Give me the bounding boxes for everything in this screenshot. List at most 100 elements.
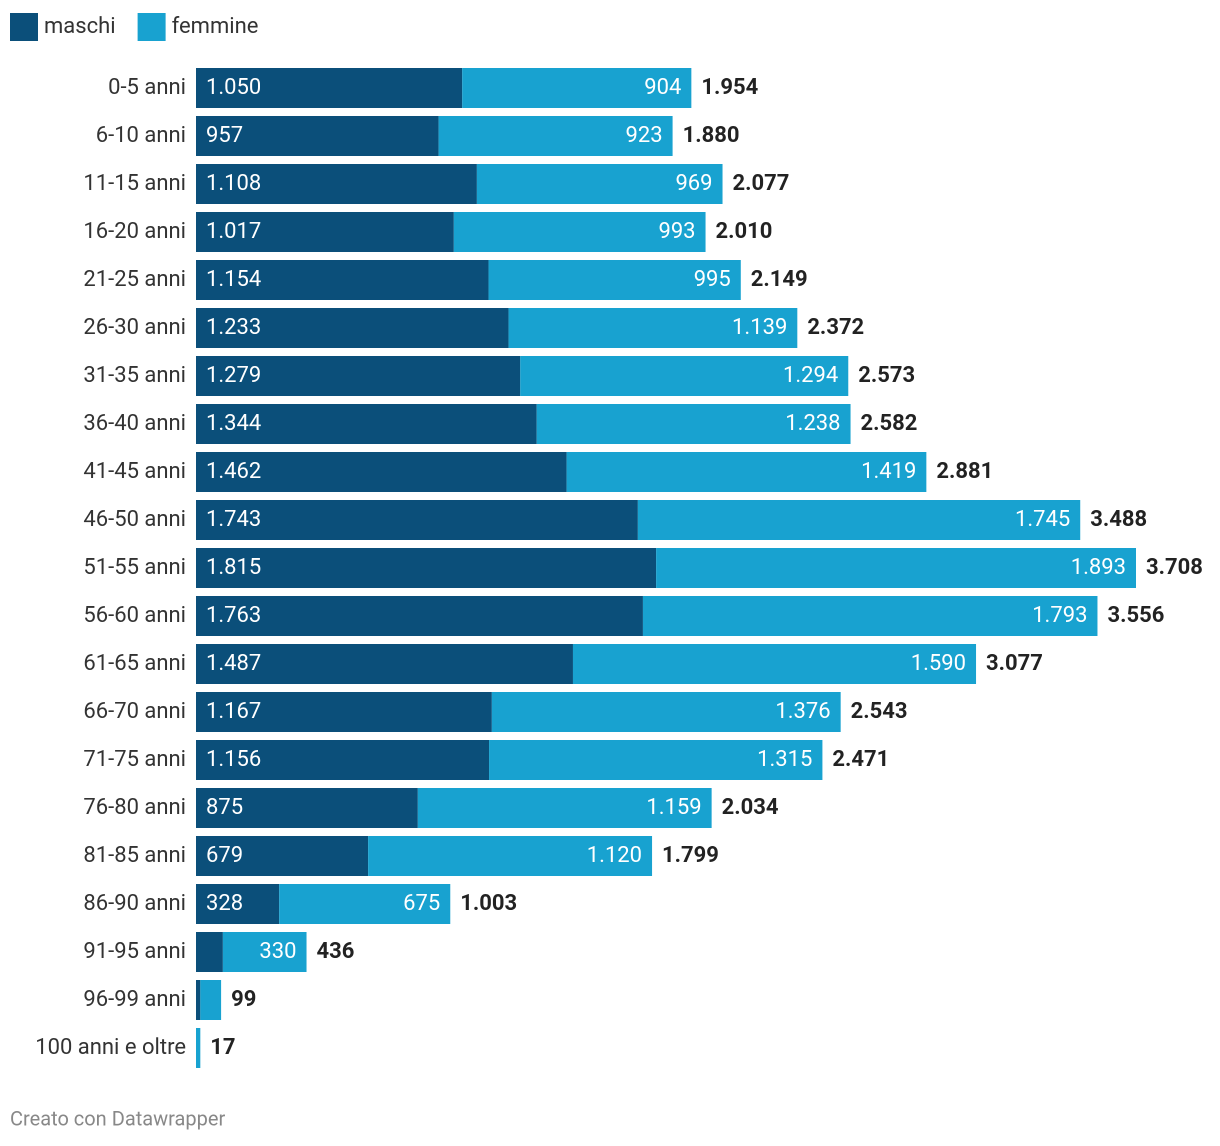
value-label: 1.763 — [206, 603, 261, 628]
legend-swatch — [10, 13, 38, 41]
value-label: 1.159 — [646, 795, 701, 820]
total-label: 2.881 — [936, 459, 993, 484]
value-label: 1.120 — [587, 843, 642, 868]
total-label: 2.010 — [716, 219, 773, 244]
value-label: 923 — [625, 123, 662, 148]
value-label: 1.233 — [206, 315, 261, 340]
bar-segment — [656, 548, 1136, 588]
bar-segment — [491, 692, 841, 732]
y-tick-label: 6-10 anni — [96, 123, 186, 148]
total-label: 3.077 — [986, 651, 1043, 676]
bar-segment — [200, 980, 222, 1020]
bar-segment — [196, 836, 369, 876]
value-label: 1.108 — [206, 171, 261, 196]
y-tick-label: 76-80 anni — [83, 795, 186, 820]
bar-segment — [196, 1028, 201, 1068]
bar-segment — [196, 404, 537, 444]
value-label: 330 — [259, 939, 296, 964]
value-label: 1.487 — [206, 651, 261, 676]
bar-segment — [488, 260, 741, 300]
bar-segment — [368, 836, 653, 876]
value-label: 1.294 — [783, 363, 838, 388]
y-tick-label: 0-5 anni — [108, 75, 186, 100]
legend-label: maschi — [44, 14, 116, 39]
value-label: 1.279 — [206, 363, 261, 388]
total-label: 99 — [231, 987, 256, 1012]
y-tick-label: 41-45 anni — [83, 459, 186, 484]
bar-segment — [196, 596, 643, 636]
legend-swatch — [137, 13, 166, 41]
bar-segment — [536, 404, 851, 444]
total-label: 1.954 — [701, 75, 758, 100]
bar-segment — [196, 308, 509, 348]
bar-segment — [566, 452, 927, 492]
bar-segment — [462, 68, 692, 108]
y-tick-label: 16-20 anni — [83, 219, 186, 244]
value-label: 1.590 — [911, 651, 966, 676]
bar-segment — [196, 116, 439, 156]
total-label: 17 — [210, 1035, 235, 1060]
value-label: 679 — [206, 843, 243, 868]
bar-segment — [196, 260, 489, 300]
bar-segment — [196, 980, 201, 1020]
bar-segment — [196, 788, 418, 828]
total-label: 1.799 — [662, 843, 719, 868]
value-label: 1.419 — [861, 459, 916, 484]
y-tick-label: 66-70 anni — [83, 699, 186, 724]
y-tick-label: 96-99 anni — [83, 987, 186, 1012]
total-label: 2.372 — [807, 315, 864, 340]
bar-segment — [476, 164, 723, 204]
bar-segment — [196, 884, 280, 924]
value-label: 1.462 — [206, 459, 261, 484]
total-label: 436 — [317, 939, 355, 964]
value-label: 1.893 — [1071, 555, 1126, 580]
total-label: 2.582 — [861, 411, 918, 436]
value-label: 1.156 — [206, 747, 261, 772]
y-tick-label: 36-40 anni — [83, 411, 186, 436]
value-label: 1.050 — [206, 75, 261, 100]
y-tick-label: 56-60 anni — [83, 603, 186, 628]
y-tick-label: 11-15 anni — [83, 171, 186, 196]
value-label: 1.017 — [206, 219, 261, 244]
bar-segment — [508, 308, 798, 348]
y-tick-label: 51-55 anni — [83, 555, 186, 580]
value-label: 328 — [206, 891, 243, 916]
bar-segment — [572, 644, 977, 684]
value-label: 1.745 — [1015, 507, 1070, 532]
total-label: 1.003 — [460, 891, 517, 916]
bar-segment — [196, 548, 657, 588]
value-label: 675 — [403, 891, 440, 916]
bar-segment — [196, 932, 223, 972]
y-tick-label: 46-50 anni — [83, 507, 186, 532]
value-label: 1.167 — [206, 699, 261, 724]
value-label: 1.315 — [757, 747, 812, 772]
total-label: 3.488 — [1090, 507, 1147, 532]
total-label: 2.034 — [722, 795, 779, 820]
total-label: 2.471 — [832, 747, 889, 772]
y-tick-label: 21-25 anni — [83, 267, 186, 292]
bar-segment — [438, 116, 673, 156]
value-label: 904 — [644, 75, 681, 100]
bar-segment — [196, 692, 492, 732]
bar-segment — [637, 500, 1081, 540]
total-label: 2.077 — [733, 171, 790, 196]
bar-segment — [196, 356, 521, 396]
value-label: 1.139 — [732, 315, 787, 340]
value-label: 1.238 — [785, 411, 840, 436]
y-tick-label: 31-35 anni — [83, 363, 186, 388]
bar-segment — [642, 596, 1098, 636]
total-label: 2.573 — [858, 363, 915, 388]
value-label: 995 — [694, 267, 731, 292]
bar-segment — [196, 644, 573, 684]
total-label: 3.556 — [1107, 603, 1164, 628]
total-label: 2.543 — [851, 699, 908, 724]
y-tick-label: 86-90 anni — [83, 891, 186, 916]
value-label: 1.815 — [206, 555, 261, 580]
bar-segment — [196, 500, 638, 540]
bar-segment — [453, 212, 706, 252]
bar-segment — [196, 740, 490, 780]
value-label: 993 — [658, 219, 695, 244]
bar-segment — [196, 164, 477, 204]
bar-segment — [417, 788, 712, 828]
